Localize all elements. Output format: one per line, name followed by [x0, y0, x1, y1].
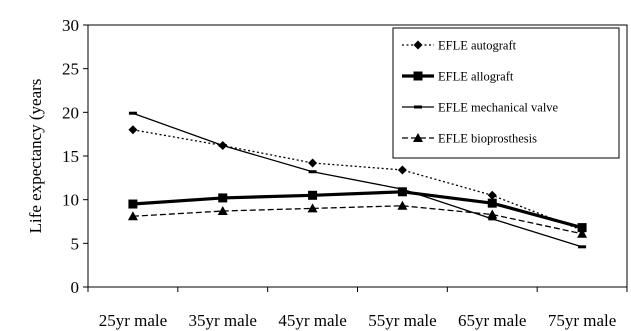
data-point — [128, 125, 138, 135]
series-line — [132, 205, 583, 235]
y-axis-ticks: 0 5 10 15 20 25 30 — [62, 16, 88, 297]
legend-label: EFLE bioprosthesis — [438, 132, 537, 146]
data-point — [307, 203, 318, 213]
series-line — [132, 112, 583, 248]
legend-item: EFLE autograft — [402, 39, 517, 53]
legend-box — [392, 27, 620, 159]
y-tick-label: 20 — [62, 103, 79, 122]
data-point — [308, 190, 318, 200]
legend-marker — [413, 133, 423, 142]
legend-item: EFLE bioprosthesis — [402, 132, 537, 146]
y-axis-label: Life expectancy (years — [26, 79, 45, 234]
x-tick-label: 45yr male — [278, 311, 346, 330]
x-tick-label: 35yr male — [189, 311, 257, 330]
data-point — [487, 190, 497, 200]
y-tick-label: 10 — [62, 191, 79, 210]
y-tick-label: 0 — [71, 278, 80, 297]
data-point — [487, 209, 498, 219]
x-axis-ticks: 25yr male 35yr male 45yr male 55yr male 65yr… — [87, 287, 628, 330]
legend-item: EFLE mechanical valve — [402, 101, 559, 115]
legend: EFLE autograft EFLE allograft EFLE mechani… — [392, 27, 620, 159]
y-tick-label: 30 — [62, 16, 79, 35]
data-point — [398, 187, 407, 191]
x-tick-label: 55yr male — [368, 311, 436, 330]
legend-item: EFLE allograft — [402, 70, 514, 84]
data-point — [218, 144, 227, 148]
series-line — [132, 190, 583, 230]
series-3 — [128, 111, 587, 249]
data-point — [128, 199, 138, 209]
data-point — [578, 245, 587, 249]
data-point — [577, 228, 588, 238]
data-point — [577, 223, 587, 233]
x-tick-label: 75yr male — [548, 311, 616, 330]
series-2 — [128, 187, 587, 233]
data-point — [218, 193, 228, 203]
series-4 — [127, 200, 588, 238]
data-point — [127, 211, 138, 221]
y-tick-label: 5 — [71, 234, 80, 253]
legend-label: EFLE autograft — [438, 39, 517, 53]
y-tick-label: 25 — [62, 60, 79, 79]
data-point — [217, 206, 228, 216]
legend-label: EFLE allograft — [438, 70, 514, 84]
data-point — [397, 165, 407, 175]
data-point — [397, 187, 407, 197]
x-tick-label: 25yr male — [99, 311, 167, 330]
legend-marker — [414, 105, 422, 109]
legend-marker — [413, 71, 423, 81]
x-tick-label: 65yr male — [458, 311, 526, 330]
data-point — [487, 198, 497, 208]
data-point — [128, 111, 137, 115]
legend-label: EFLE mechanical valve — [438, 101, 559, 115]
data-point — [488, 217, 497, 221]
legend-marker — [413, 40, 423, 50]
plot-area — [87, 24, 628, 288]
data-point — [397, 200, 408, 210]
data-point — [308, 158, 318, 168]
series-layer — [127, 111, 588, 249]
y-tick-label: 15 — [62, 147, 79, 166]
data-point — [308, 170, 317, 174]
